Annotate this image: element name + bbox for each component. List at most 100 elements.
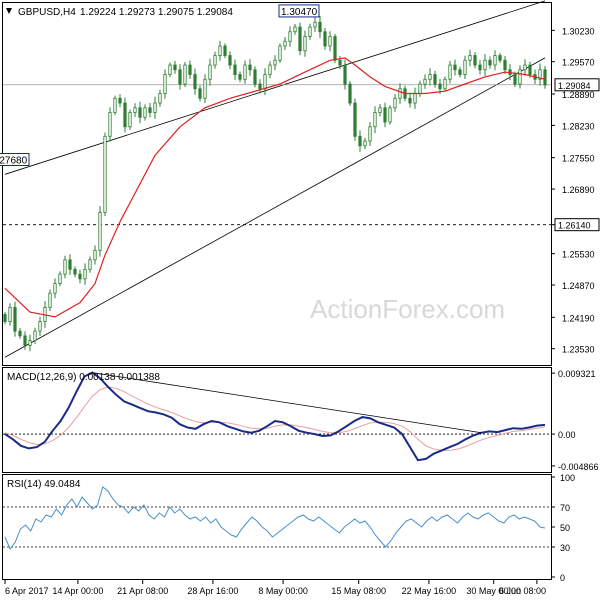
candle-body (328, 36, 332, 47)
candle-body (413, 93, 417, 104)
candle-body (3, 314, 7, 323)
macd-trendline (92, 372, 482, 434)
candle (423, 74, 427, 89)
candle-body (293, 26, 297, 33)
candle-body (258, 83, 262, 90)
candle-body (168, 64, 172, 75)
candle (48, 289, 52, 312)
candle (98, 206, 102, 257)
candle (388, 105, 392, 125)
candle-body (83, 268, 87, 280)
macd-ytick-label: -0.004866 (558, 462, 599, 472)
candle-body (78, 273, 82, 280)
candle-body (513, 74, 517, 85)
candle-body (263, 74, 267, 90)
candle-body (138, 107, 142, 118)
price-ytick-label: 1.25530 (562, 250, 595, 260)
candle-body (273, 59, 277, 66)
candle-body (333, 36, 337, 61)
candle (483, 53, 487, 77)
candle (343, 59, 347, 90)
candle-body (48, 292, 52, 308)
candle-body (463, 59, 467, 75)
moving-average-line (4, 57, 546, 318)
candle-body (268, 64, 272, 75)
candle-body (253, 69, 257, 85)
candle (478, 60, 482, 75)
candle-body (288, 31, 292, 42)
candle (523, 59, 527, 76)
candle (383, 102, 387, 128)
candle-body (173, 64, 177, 71)
macd-ytick-label: 0.00 (558, 430, 576, 440)
xtick-label: 8 May 00:00 (258, 586, 308, 596)
candle (258, 79, 262, 94)
candle (443, 76, 447, 92)
candle-body (488, 59, 492, 66)
annotation-box-high (278, 4, 320, 18)
candle-body (93, 249, 97, 261)
candle-body (53, 283, 57, 294)
candle (288, 26, 292, 47)
candle (318, 15, 322, 39)
candle-body (98, 211, 102, 251)
candle-body (343, 64, 347, 85)
candle (283, 37, 287, 51)
candle (363, 137, 367, 150)
price-ytick-label: 1.26890 (562, 185, 595, 195)
candle-body (73, 268, 77, 275)
candle (78, 269, 82, 284)
xtick-label: 21 Apr 08:00 (117, 586, 168, 596)
candle (3, 311, 7, 325)
macd-main-line (4, 371, 546, 462)
xtick-label: 15 May 08:00 (331, 586, 386, 596)
candle-body (228, 55, 232, 66)
candle (108, 107, 112, 142)
candle-body (428, 74, 432, 80)
price-ytick-label: 1.27550 (562, 154, 595, 164)
rsi-ytick-label: 50 (560, 523, 570, 533)
candle-body (223, 45, 227, 56)
candle-body (373, 112, 377, 128)
candle-body (483, 59, 487, 71)
candle (213, 51, 217, 69)
candle-body (363, 140, 367, 147)
candle (128, 109, 132, 130)
candle (208, 58, 212, 86)
candle-body (123, 102, 127, 128)
candle-body (158, 93, 162, 104)
candle (148, 102, 152, 118)
candle-body (433, 74, 437, 85)
candle-body (248, 64, 252, 71)
macd-ytick-label: 0.009321 (558, 369, 596, 379)
candle-body (178, 69, 182, 85)
candle (138, 101, 142, 124)
rsi-ytick-label: 100 (560, 473, 575, 483)
candle-body (13, 306, 17, 332)
candle-body (303, 36, 307, 52)
candle-body (393, 97, 397, 109)
candle-body (408, 97, 412, 104)
candle (488, 56, 492, 69)
xtick-label: 30 May 00:00 (466, 586, 521, 596)
candle-body (133, 107, 137, 113)
candle (293, 23, 297, 35)
candle (18, 328, 22, 339)
candle-body (278, 45, 282, 61)
rsi-panel-frame (2, 474, 552, 580)
candle (158, 89, 162, 107)
candle (188, 60, 192, 79)
candle-body (458, 69, 462, 75)
candle (323, 28, 327, 50)
candle (63, 255, 67, 279)
candle (203, 74, 207, 104)
candle-body (238, 74, 242, 80)
candle (103, 132, 107, 217)
candle (433, 70, 437, 88)
macd-layer (3, 371, 551, 462)
candle-body (18, 330, 22, 337)
candle-body (88, 259, 92, 270)
candle (58, 271, 62, 287)
